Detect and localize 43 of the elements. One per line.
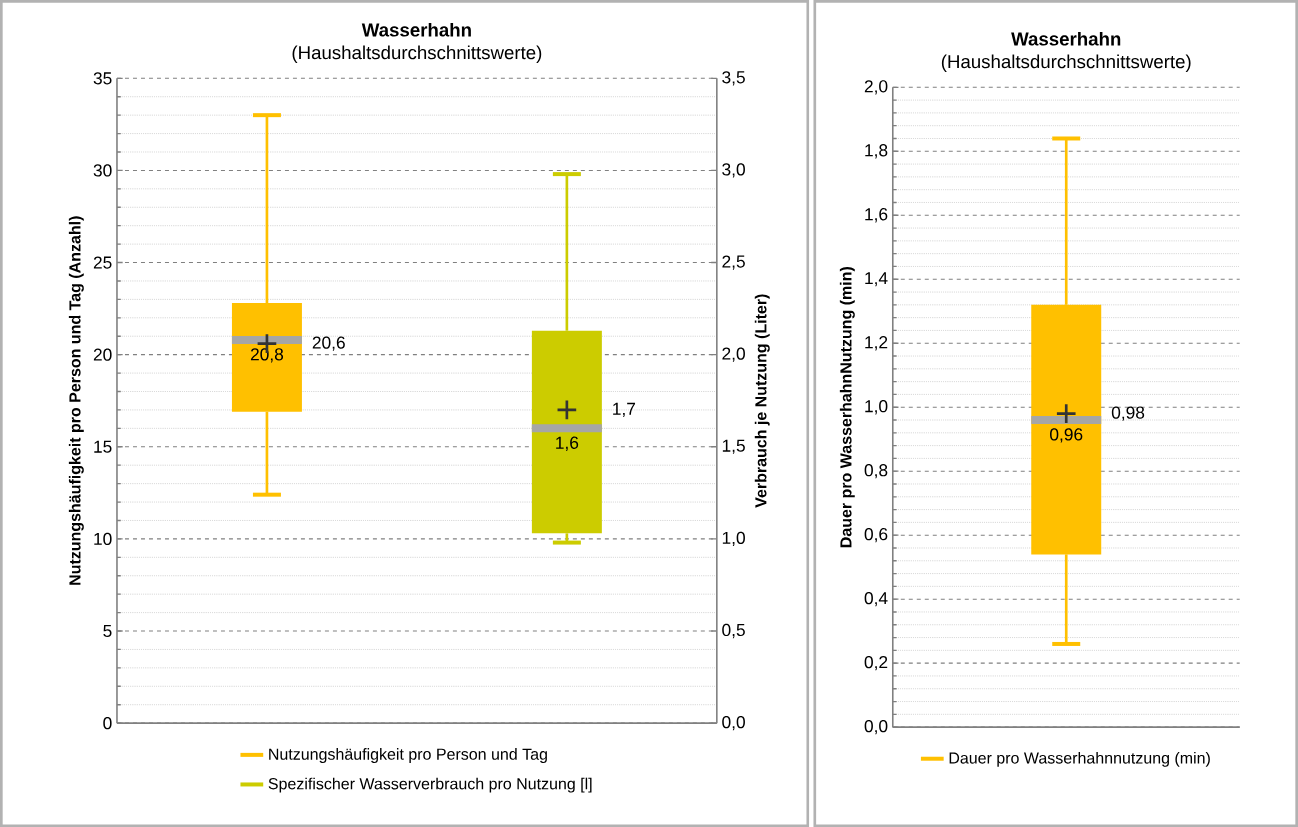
y-axis-title: Dauer pro WasserhahnNutzung (min) xyxy=(839,266,855,548)
annotation: 0,98 xyxy=(1111,406,1145,421)
y-tick-label: 0,2 xyxy=(864,655,888,671)
y2-tick-label: 1,5 xyxy=(722,439,745,454)
y-tick-label: 0,4 xyxy=(864,591,888,607)
annotation: 20,8 xyxy=(250,348,284,363)
legend-label: Dauer pro Wasserhahnnutzung (min) xyxy=(949,751,1210,767)
chart-subtitle: (Haushaltsdurchschnittswerte) xyxy=(292,45,542,63)
y-axis-title: Nutzungshäufigkeit pro Person und Tag (Anzahl) xyxy=(68,216,84,585)
y-tick-label: 10 xyxy=(94,532,112,545)
y2-tick-label: 0,0 xyxy=(722,715,745,731)
annotation: 1,6 xyxy=(556,436,579,451)
legend-label: Nutzungshäufigkeit pro Person und Tag xyxy=(269,748,547,763)
y-tick-label: 1,8 xyxy=(865,144,888,159)
y-tick-label: 0,0 xyxy=(864,719,888,735)
y-tick-label: 35 xyxy=(93,72,112,85)
y-tick-label: 1,4 xyxy=(865,272,888,287)
chart-title: Wasserhahn xyxy=(1011,31,1121,46)
legend-label: Spezifischer Wasserverbrauch pro Nutzung [l] xyxy=(268,777,592,793)
y2-tick-label: 3,0 xyxy=(722,163,745,178)
y-tick-label: 5 xyxy=(103,624,112,638)
y2-tick-label: 3,5 xyxy=(722,71,745,86)
y2-tick-label: 0,5 xyxy=(722,623,745,639)
y-tick-label: 1,2 xyxy=(865,336,888,351)
y-tick-label: 1,0 xyxy=(865,400,888,415)
y-tick-label: 15 xyxy=(94,440,112,453)
y2-tick-label: 2,0 xyxy=(722,347,745,362)
y-tick-label: 0 xyxy=(103,716,112,730)
y2-axis-title: Verbrauch je Nutzung (Liter) xyxy=(754,294,770,508)
annotation: 1,7 xyxy=(613,402,636,417)
y-tick-label: 25 xyxy=(93,256,112,269)
y2-tick-label: 2,5 xyxy=(722,255,745,270)
chart-subtitle: (Haushaltsdurchschnittswerte) xyxy=(941,54,1191,72)
y-tick-label: 2,0 xyxy=(864,80,888,95)
y2-tick-label: 1,0 xyxy=(722,531,745,547)
annotation: 20,6 xyxy=(312,336,345,351)
annotation: 0,96 xyxy=(1050,428,1083,443)
y-tick-label: 0,6 xyxy=(864,527,888,543)
y-tick-label: 30 xyxy=(93,164,112,177)
y-tick-label: 0,8 xyxy=(864,463,888,479)
chart-title: Wasserhahn xyxy=(361,22,471,37)
y-tick-label: 20 xyxy=(93,348,112,361)
y-tick-label: 1,6 xyxy=(865,208,888,223)
